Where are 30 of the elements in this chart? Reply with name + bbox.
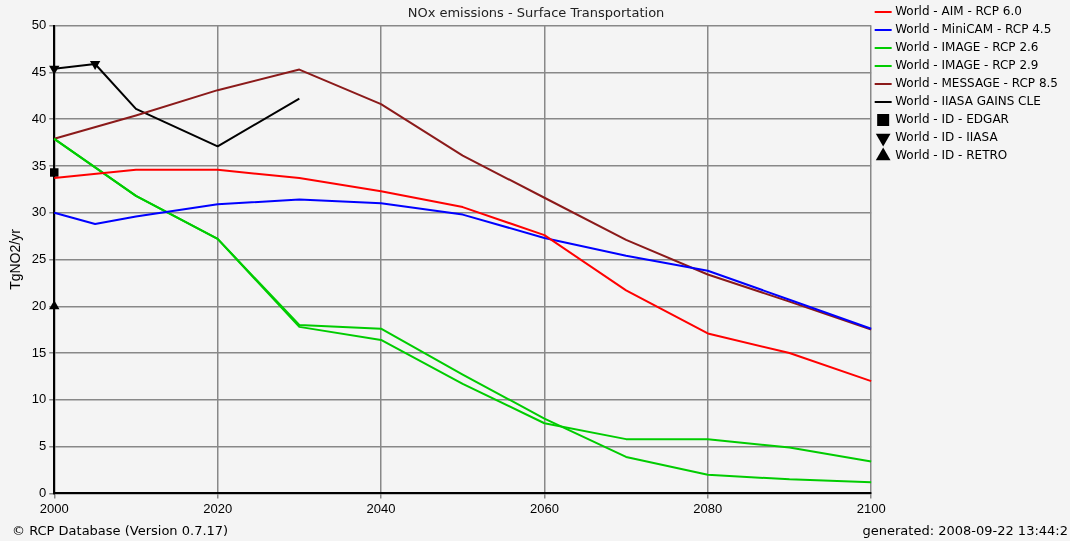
- legend-label: World - IMAGE - RCP 2.6: [895, 40, 1039, 55]
- y-tick-label: 50: [31, 17, 47, 33]
- text: generated: 2008-09-22 13:44:2: [862, 523, 1068, 538]
- legend-label: World - ID - RETRO: [895, 148, 1008, 163]
- y-tick-label: 30: [31, 204, 47, 220]
- x-tick-label: 2000: [39, 500, 69, 516]
- legend-label: World - AIM - RCP 6.0: [895, 4, 1022, 19]
- legend-label: World - MESSAGE - RCP 8.5: [895, 76, 1059, 91]
- x-tick-label: 2060: [529, 500, 559, 516]
- x-tick-label: 2080: [693, 500, 723, 516]
- y-tick-label: 5: [39, 438, 47, 454]
- y-tick-label: 10: [31, 391, 47, 407]
- y-axis-title: TgNO2/yr: [7, 228, 24, 290]
- x-tick-label: 2100: [856, 500, 886, 516]
- legend-label: World - ID - EDGAR: [895, 112, 1009, 127]
- y-tick-label: 15: [31, 344, 47, 360]
- x-tick-label: 2020: [203, 500, 233, 516]
- legend-label: World - ID - IIASA: [895, 130, 999, 145]
- y-tick-label: 20: [31, 297, 47, 313]
- y-tick-label: 35: [31, 157, 47, 173]
- chart-title: NOx emissions - Surface Transportation: [407, 5, 665, 21]
- legend-label: World - MiniCAM - RCP 4.5: [895, 22, 1052, 37]
- y-tick-label: 45: [31, 63, 47, 79]
- legend-label: World - IIASA GAINS CLE: [895, 94, 1041, 109]
- y-tick-label: 0: [39, 484, 47, 500]
- y-tick-label: 40: [31, 110, 47, 126]
- y-tick-label: 25: [31, 251, 47, 267]
- x-tick-label: 2040: [366, 500, 396, 516]
- text: © RCP Database (Version 0.7.17): [12, 523, 229, 538]
- legend-label: World - IMAGE - RCP 2.9: [895, 58, 1039, 73]
